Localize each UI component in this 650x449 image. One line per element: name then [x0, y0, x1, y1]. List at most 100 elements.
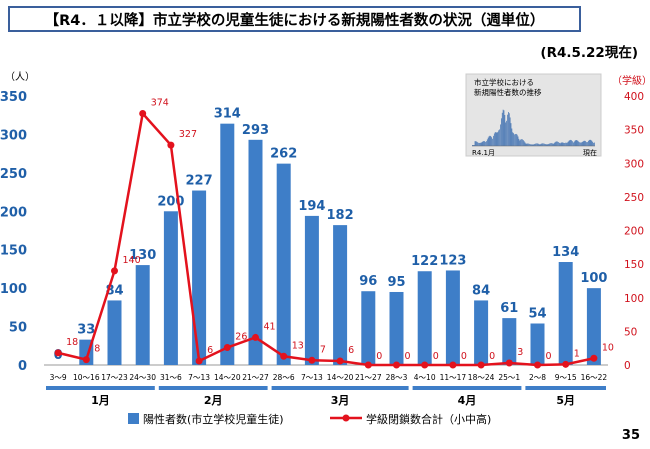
- bar: [586, 288, 601, 365]
- inset-bar: [510, 123, 512, 146]
- line-value-label: 0: [376, 351, 382, 362]
- inset-bar: [483, 141, 485, 146]
- inset-bar: [473, 145, 475, 146]
- inset-bar: [509, 117, 511, 146]
- bar-value-label: 54: [528, 306, 546, 321]
- line-value-label: 3: [517, 347, 523, 358]
- inset-bar: [478, 142, 479, 146]
- inset-bar: [477, 142, 478, 146]
- inset-bar: [532, 144, 534, 146]
- inset-bar: [591, 140, 593, 146]
- inset-bar: [497, 131, 499, 146]
- right-axis-unit: （学級）: [612, 74, 650, 87]
- x-tick-label: 10～16: [73, 373, 100, 382]
- inset-bar: [522, 139, 523, 146]
- inset-bar: [557, 141, 558, 146]
- x-tick-label: 25～1: [498, 373, 520, 382]
- inset-bar: [565, 142, 566, 146]
- x-tick-label: 16～22: [581, 373, 608, 382]
- inset-bar: [486, 139, 488, 146]
- inset-bar: [507, 114, 508, 146]
- right-axis: （学級） 0 50 100 150 200 250 300 350 400: [612, 74, 650, 372]
- left-tick-label: 100: [0, 282, 27, 297]
- inset-bar: [580, 142, 581, 146]
- inset-x-start-label: R4.1月: [472, 149, 495, 157]
- inset-bar: [522, 140, 524, 146]
- bar-series: 0338413020022731429326219418296951221238…: [54, 107, 607, 365]
- inset-bar: [535, 143, 536, 146]
- inset-bar: [586, 142, 587, 146]
- line-point: [449, 361, 457, 369]
- inset-bar: [482, 141, 484, 146]
- left-tick-label: 50: [9, 321, 27, 336]
- line-point: [505, 359, 513, 367]
- inset-bar: [568, 140, 570, 146]
- month-bar: [158, 386, 268, 390]
- legend-line-marker: [342, 414, 350, 422]
- inset-bar: [538, 144, 540, 146]
- line-value-label: 10: [602, 342, 614, 353]
- x-tick-labels: 3～9 10～16 17～23 24～30 31～6 7～13 14～20 21～27 28～6…: [50, 373, 608, 382]
- inset-bar: [563, 142, 565, 146]
- inset-bar: [494, 132, 496, 146]
- line-series: 18 8 140 374 327 6 26 41 13 7 6 0 0 0 0 0 3 0 1 10: [54, 97, 614, 369]
- inset-bar: [492, 138, 493, 146]
- inset-bar: [559, 143, 561, 146]
- right-tick-label: 350: [624, 125, 644, 137]
- inset-bar: [491, 137, 493, 146]
- inset-bar: [575, 140, 577, 146]
- right-tick-label: 400: [624, 91, 644, 103]
- bar: [192, 190, 207, 365]
- inset-bar: [592, 141, 594, 146]
- bar: [474, 300, 489, 365]
- inset-bar: [581, 142, 583, 146]
- inset-bar: [558, 142, 560, 146]
- line-value-label: 18: [66, 337, 78, 348]
- bar: [502, 318, 517, 365]
- inset-bar: [567, 141, 569, 146]
- inset-bar: [529, 143, 530, 146]
- line-point: [139, 109, 147, 117]
- inset-bar: [516, 134, 518, 146]
- inset-bar: [520, 139, 522, 146]
- inset-bar: [533, 144, 535, 146]
- inset-bar: [549, 143, 551, 146]
- inset-bar: [541, 143, 543, 146]
- inset-bar: [506, 120, 507, 146]
- bar-value-label: 123: [439, 253, 466, 268]
- inset-bar: [512, 132, 514, 146]
- bar-value-label: 227: [186, 174, 213, 189]
- bar: [135, 265, 150, 365]
- inset-bar: [495, 132, 497, 146]
- inset-bar: [573, 142, 574, 146]
- inset-bar: [542, 143, 543, 146]
- inset-bar: [517, 136, 519, 146]
- inset-bar: [480, 142, 482, 146]
- inset-x-end-label: 現在: [583, 148, 597, 157]
- line-path: [57, 110, 595, 367]
- inset-bar: [540, 143, 542, 146]
- inset-bar: [528, 143, 529, 146]
- inset-bar: [498, 130, 500, 146]
- bar-value-label: 84: [472, 283, 490, 298]
- inset-bar: [479, 142, 481, 146]
- inset-bar: [560, 142, 562, 146]
- month-label: 5月: [556, 394, 575, 407]
- line-value-label: 6: [348, 345, 354, 356]
- line-value-label: 26: [235, 332, 247, 343]
- line-point: [167, 141, 175, 149]
- inset-bar: [588, 140, 590, 146]
- inset-bar: [493, 133, 495, 146]
- inset-bar: [537, 143, 539, 146]
- inset-bar: [489, 135, 491, 146]
- line-value-label: 0: [489, 351, 495, 362]
- inset-bar: [508, 113, 510, 146]
- inset-bar: [536, 143, 537, 146]
- inset-bar: [543, 143, 544, 146]
- inset-bar: [546, 144, 548, 146]
- bar-value-label: 194: [298, 199, 325, 214]
- as-of-date: (R4.5.22現在): [540, 45, 638, 61]
- inset-bar: [513, 133, 514, 146]
